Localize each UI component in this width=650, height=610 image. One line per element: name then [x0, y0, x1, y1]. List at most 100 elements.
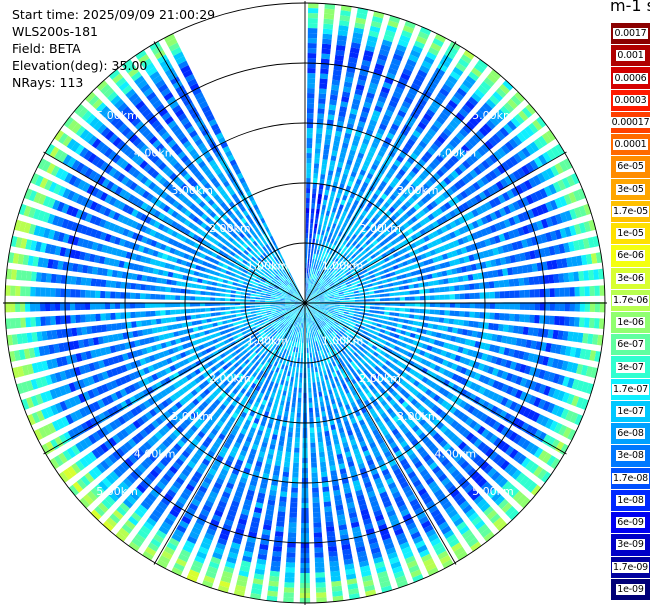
range-gate-cell: [471, 67, 483, 78]
range-gate-cell: [556, 258, 563, 269]
range-gate-cell: [307, 93, 315, 99]
range-gate-cell: [329, 308, 335, 311]
range-gate-cell: [410, 475, 419, 484]
range-gate-cell: [569, 225, 577, 236]
range-gate-cell: [331, 580, 342, 587]
range-gate-cell: [329, 318, 335, 323]
range-gate-cell: [389, 292, 395, 297]
range-gate-cell: [381, 468, 390, 476]
range-gate-cell: [463, 402, 471, 412]
range-gate-cell: [391, 350, 398, 357]
range-gate-cell: [453, 546, 466, 557]
range-gate-cell: [298, 332, 301, 338]
range-gate-cell: [424, 439, 434, 448]
range-gate-cell: [554, 197, 563, 209]
range-gate-cell: [473, 150, 483, 160]
range-gate-cell: [587, 333, 594, 345]
range-gate-cell: [281, 476, 289, 483]
range-gate-cell: [427, 323, 434, 329]
range-gate-cell: [431, 100, 441, 110]
range-gate-cell: [366, 279, 372, 284]
range-gate-cell: [410, 215, 418, 223]
range-gate-cell: [525, 162, 535, 173]
range-gate-cell: [510, 95, 522, 106]
range-gate-cell: [463, 358, 471, 366]
range-gate-cell: [287, 391, 292, 397]
range-gate-cell: [272, 475, 279, 481]
range-gate-cell: [311, 321, 314, 327]
range-gate-cell: [489, 69, 502, 80]
range-gate-cell: [457, 237, 465, 246]
range-gate-cell: [298, 387, 302, 393]
range-gate-cell: [309, 432, 315, 438]
range-gate-cell: [312, 238, 316, 244]
range-gate-cell: [557, 390, 566, 402]
range-gate-cell: [320, 322, 324, 327]
range-gate-cell: [310, 327, 313, 333]
range-gate-cell: [438, 245, 446, 253]
range-gate-cell: [392, 415, 400, 423]
range-gate-cell: [397, 454, 406, 462]
range-gate-cell: [431, 272, 438, 279]
range-gate-cell: [389, 193, 397, 201]
range-gate-cell: [331, 84, 340, 91]
range-gate-cell: [348, 237, 354, 244]
range-gate-cell: [388, 206, 396, 214]
range-gate-cell: [329, 560, 339, 567]
range-gate-cell: [428, 47, 440, 56]
range-gate-cell: [398, 168, 406, 177]
range-gate-cell: [533, 138, 544, 150]
range-gate-cell: [402, 513, 413, 522]
range-gate-cell: [424, 295, 430, 301]
range-gate-cell: [586, 382, 594, 395]
range-gate-cell: [263, 468, 271, 475]
range-gate-cell: [435, 407, 443, 416]
range-gate-cell: [456, 87, 467, 98]
range-gate-cell: [320, 58, 330, 65]
range-gate-cell: [202, 324, 209, 330]
range-gate-cell: [444, 103, 455, 113]
range-gate-cell: [328, 455, 335, 462]
range-gate-cell: [373, 450, 381, 458]
range-gate-cell: [265, 308, 271, 311]
range-gate-cell: [326, 226, 331, 232]
range-gate-cell: [253, 573, 265, 580]
range-gate-cell: [359, 169, 367, 176]
range-gate-cell: [135, 320, 142, 328]
range-gate-cell: [399, 313, 405, 318]
range-gate-cell: [344, 404, 351, 411]
range-gate-cell: [357, 555, 368, 563]
range-gate-cell: [310, 442, 316, 448]
range-gate-cell: [479, 413, 488, 423]
range-gate-cell: [353, 364, 359, 371]
range-gate-cell: [317, 436, 323, 443]
range-gate-cell: [485, 119, 496, 130]
range-gate-cell: [432, 38, 444, 48]
range-gate-cell: [252, 316, 258, 320]
range-gate-cell: [473, 494, 484, 505]
range-gate-cell: [577, 239, 585, 250]
range-gate-cell: [557, 179, 566, 191]
range-gate-cell: [550, 215, 558, 226]
range-gate-cell: [462, 275, 469, 282]
range-gate-cell: [417, 276, 423, 282]
range-gate-cell: [314, 304, 320, 306]
range-gate-cell: [270, 304, 276, 307]
range-gate-cell: [339, 183, 345, 190]
range-gate-cell: [294, 341, 297, 348]
range-gate-cell: [363, 428, 370, 435]
range-gate-cell: [271, 376, 276, 383]
range-gate-cell: [291, 477, 299, 483]
range-gate-cell: [300, 362, 303, 368]
range-gate-cell: [331, 286, 337, 290]
range-gate-cell: [314, 314, 319, 319]
range-gate-cell: [427, 128, 437, 137]
range-gate-cell: [386, 132, 395, 140]
range-gate-cell: [284, 582, 295, 588]
range-gate-cell: [392, 202, 399, 210]
range-gate-cell: [191, 320, 198, 326]
range-gate-cell: [415, 102, 425, 111]
range-gate-cell: [384, 330, 391, 336]
range-gate-cell: [367, 490, 376, 498]
range-gate-cell: [496, 334, 503, 343]
